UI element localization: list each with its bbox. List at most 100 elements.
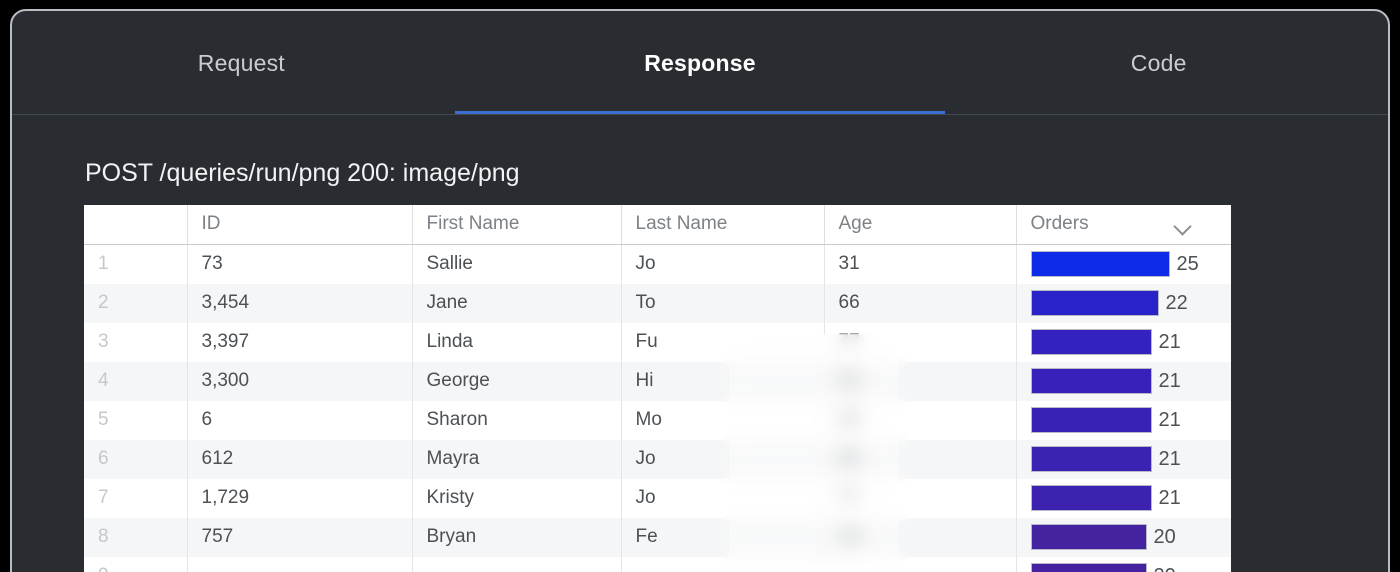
cell-age: 66 (823, 283, 1016, 323)
cell-orders: 20 (1015, 517, 1232, 557)
cell-row-number: 9 (84, 556, 187, 572)
cell-row-number: 1 (84, 244, 187, 284)
cell-orders: 21 (1015, 400, 1232, 440)
orders-value: 25 (1176, 253, 1199, 275)
tab-request[interactable]: Request (12, 11, 471, 115)
tab-code[interactable]: Code (929, 11, 1388, 115)
orders-bar-row: 21 (1030, 440, 1232, 479)
column-header-orders[interactable]: Orders (1015, 205, 1231, 245)
results-table: ID First Name Last Name Age Orders (84, 205, 1231, 572)
table-row[interactable]: 4 3,300 George Hi 52 21 (84, 361, 1231, 401)
cell-age: 31 (823, 244, 1016, 284)
cell-age: 77 (823, 322, 1016, 362)
cell-orders: 22 (1015, 283, 1232, 323)
cell-id: 612 (186, 439, 412, 479)
tab-request-label: Request (197, 49, 285, 76)
table-row[interactable]: 9 20 (84, 556, 1232, 572)
cell-row-number: 7 (84, 478, 187, 518)
tab-bar: Request Response Code (12, 11, 1388, 115)
orders-bar (1030, 251, 1170, 277)
column-header-rownum (84, 205, 187, 245)
chevron-down-icon[interactable] (1175, 220, 1191, 229)
table-row[interactable]: 6 612 Mayra Jo 63 21 (84, 439, 1232, 479)
cell-row-number: 4 (84, 361, 187, 401)
orders-bar-row: 20 (1030, 557, 1232, 572)
cell-row-number: 8 (84, 517, 187, 557)
table-row[interactable]: 2 3,454 Jane To 66 22 (84, 283, 1232, 323)
cell-last-name: To (620, 283, 824, 323)
cell-age: 33 (823, 400, 1016, 440)
table-row[interactable]: 7 1,729 Kristy Jo 77 21 (84, 478, 1232, 518)
column-header-first-name[interactable]: First Name (411, 205, 621, 245)
cell-first-name: Jane (411, 283, 621, 323)
orders-bar-row: 25 (1030, 245, 1232, 284)
orders-value: 20 (1153, 526, 1176, 548)
tab-response-label: Response (644, 49, 756, 76)
orders-value: 21 (1158, 409, 1181, 431)
results-table-container[interactable]: ID First Name Last Name Age Orders (84, 205, 1231, 572)
cell-orders: 21 (1015, 478, 1232, 518)
column-header-id[interactable]: ID (186, 205, 412, 245)
cell-orders: 21 (1015, 439, 1232, 479)
cell-row-number: 6 (84, 439, 187, 479)
column-header-last-name[interactable]: Last Name (620, 205, 824, 245)
cell-id: 1,729 (186, 478, 412, 518)
cell-first-name: Kristy (411, 478, 621, 518)
orders-bar-row: 22 (1030, 284, 1232, 323)
table-row[interactable]: 8 757 Bryan Fe 18 20 (84, 517, 1232, 557)
orders-bar (1030, 446, 1152, 472)
cell-last-name: Mo (620, 400, 824, 440)
tab-response[interactable]: Response (455, 11, 945, 115)
orders-bar (1030, 368, 1152, 394)
cell-row-number: 5 (84, 400, 187, 440)
table-header: ID First Name Last Name Age Orders (84, 205, 1231, 245)
column-header-age[interactable]: Age (823, 205, 1016, 245)
orders-value: 22 (1165, 292, 1188, 314)
orders-bar-row: 21 (1030, 401, 1232, 440)
orders-bar (1030, 563, 1147, 572)
response-panel: Request Response Code POST /queries/run/… (10, 9, 1390, 572)
orders-bar (1030, 485, 1152, 511)
cell-id: 3,300 (186, 361, 412, 401)
cell-first-name: Mayra (411, 439, 621, 479)
orders-bar-row: 20 (1030, 518, 1232, 557)
cell-orders: 21 (1015, 361, 1231, 401)
cell-age (823, 556, 1016, 572)
table-header-row: ID First Name Last Name Age Orders (84, 205, 1231, 245)
orders-bar-row: 21 (1030, 479, 1232, 518)
cell-last-name: Fu (620, 322, 824, 362)
orders-value: 20 (1154, 566, 1176, 572)
cell-first-name: Sharon (411, 400, 621, 440)
cell-first-name (411, 556, 621, 572)
orders-value: 21 (1158, 448, 1181, 470)
orders-value: 21 (1158, 487, 1181, 509)
cell-row-number: 2 (84, 283, 187, 323)
cell-orders: 25 (1015, 244, 1232, 284)
cell-last-name: Jo (620, 439, 824, 479)
orders-bar (1030, 524, 1147, 550)
orders-bar (1030, 290, 1159, 316)
cell-first-name: George (411, 361, 621, 401)
cell-id: 3,397 (186, 322, 412, 362)
response-content: POST /queries/run/png 200: image/png ID … (12, 115, 1388, 572)
cell-first-name: Bryan (411, 517, 621, 557)
cell-id: 6 (186, 400, 412, 440)
cell-id (186, 556, 412, 572)
tab-active-underline (455, 111, 945, 115)
cell-last-name: Fe (620, 517, 824, 557)
cell-orders: 20 (1015, 556, 1232, 572)
cell-row-number: 3 (84, 322, 187, 362)
cell-first-name: Sallie (411, 244, 621, 284)
cell-age: 18 (823, 517, 1016, 557)
orders-bar (1030, 329, 1152, 355)
column-header-orders-label: Orders (1030, 213, 1089, 235)
table-row[interactable]: 1 73 Sallie Jo 31 25 (84, 244, 1231, 284)
cell-id: 3,454 (186, 283, 412, 323)
cell-last-name: Hi (620, 361, 824, 401)
cell-first-name: Linda (411, 322, 621, 362)
orders-bar-row: 21 (1030, 323, 1232, 362)
table-row[interactable]: 5 6 Sharon Mo 33 21 (84, 400, 1232, 440)
cell-id: 73 (186, 244, 412, 284)
table-row[interactable]: 3 3,397 Linda Fu 77 21 (84, 322, 1232, 362)
